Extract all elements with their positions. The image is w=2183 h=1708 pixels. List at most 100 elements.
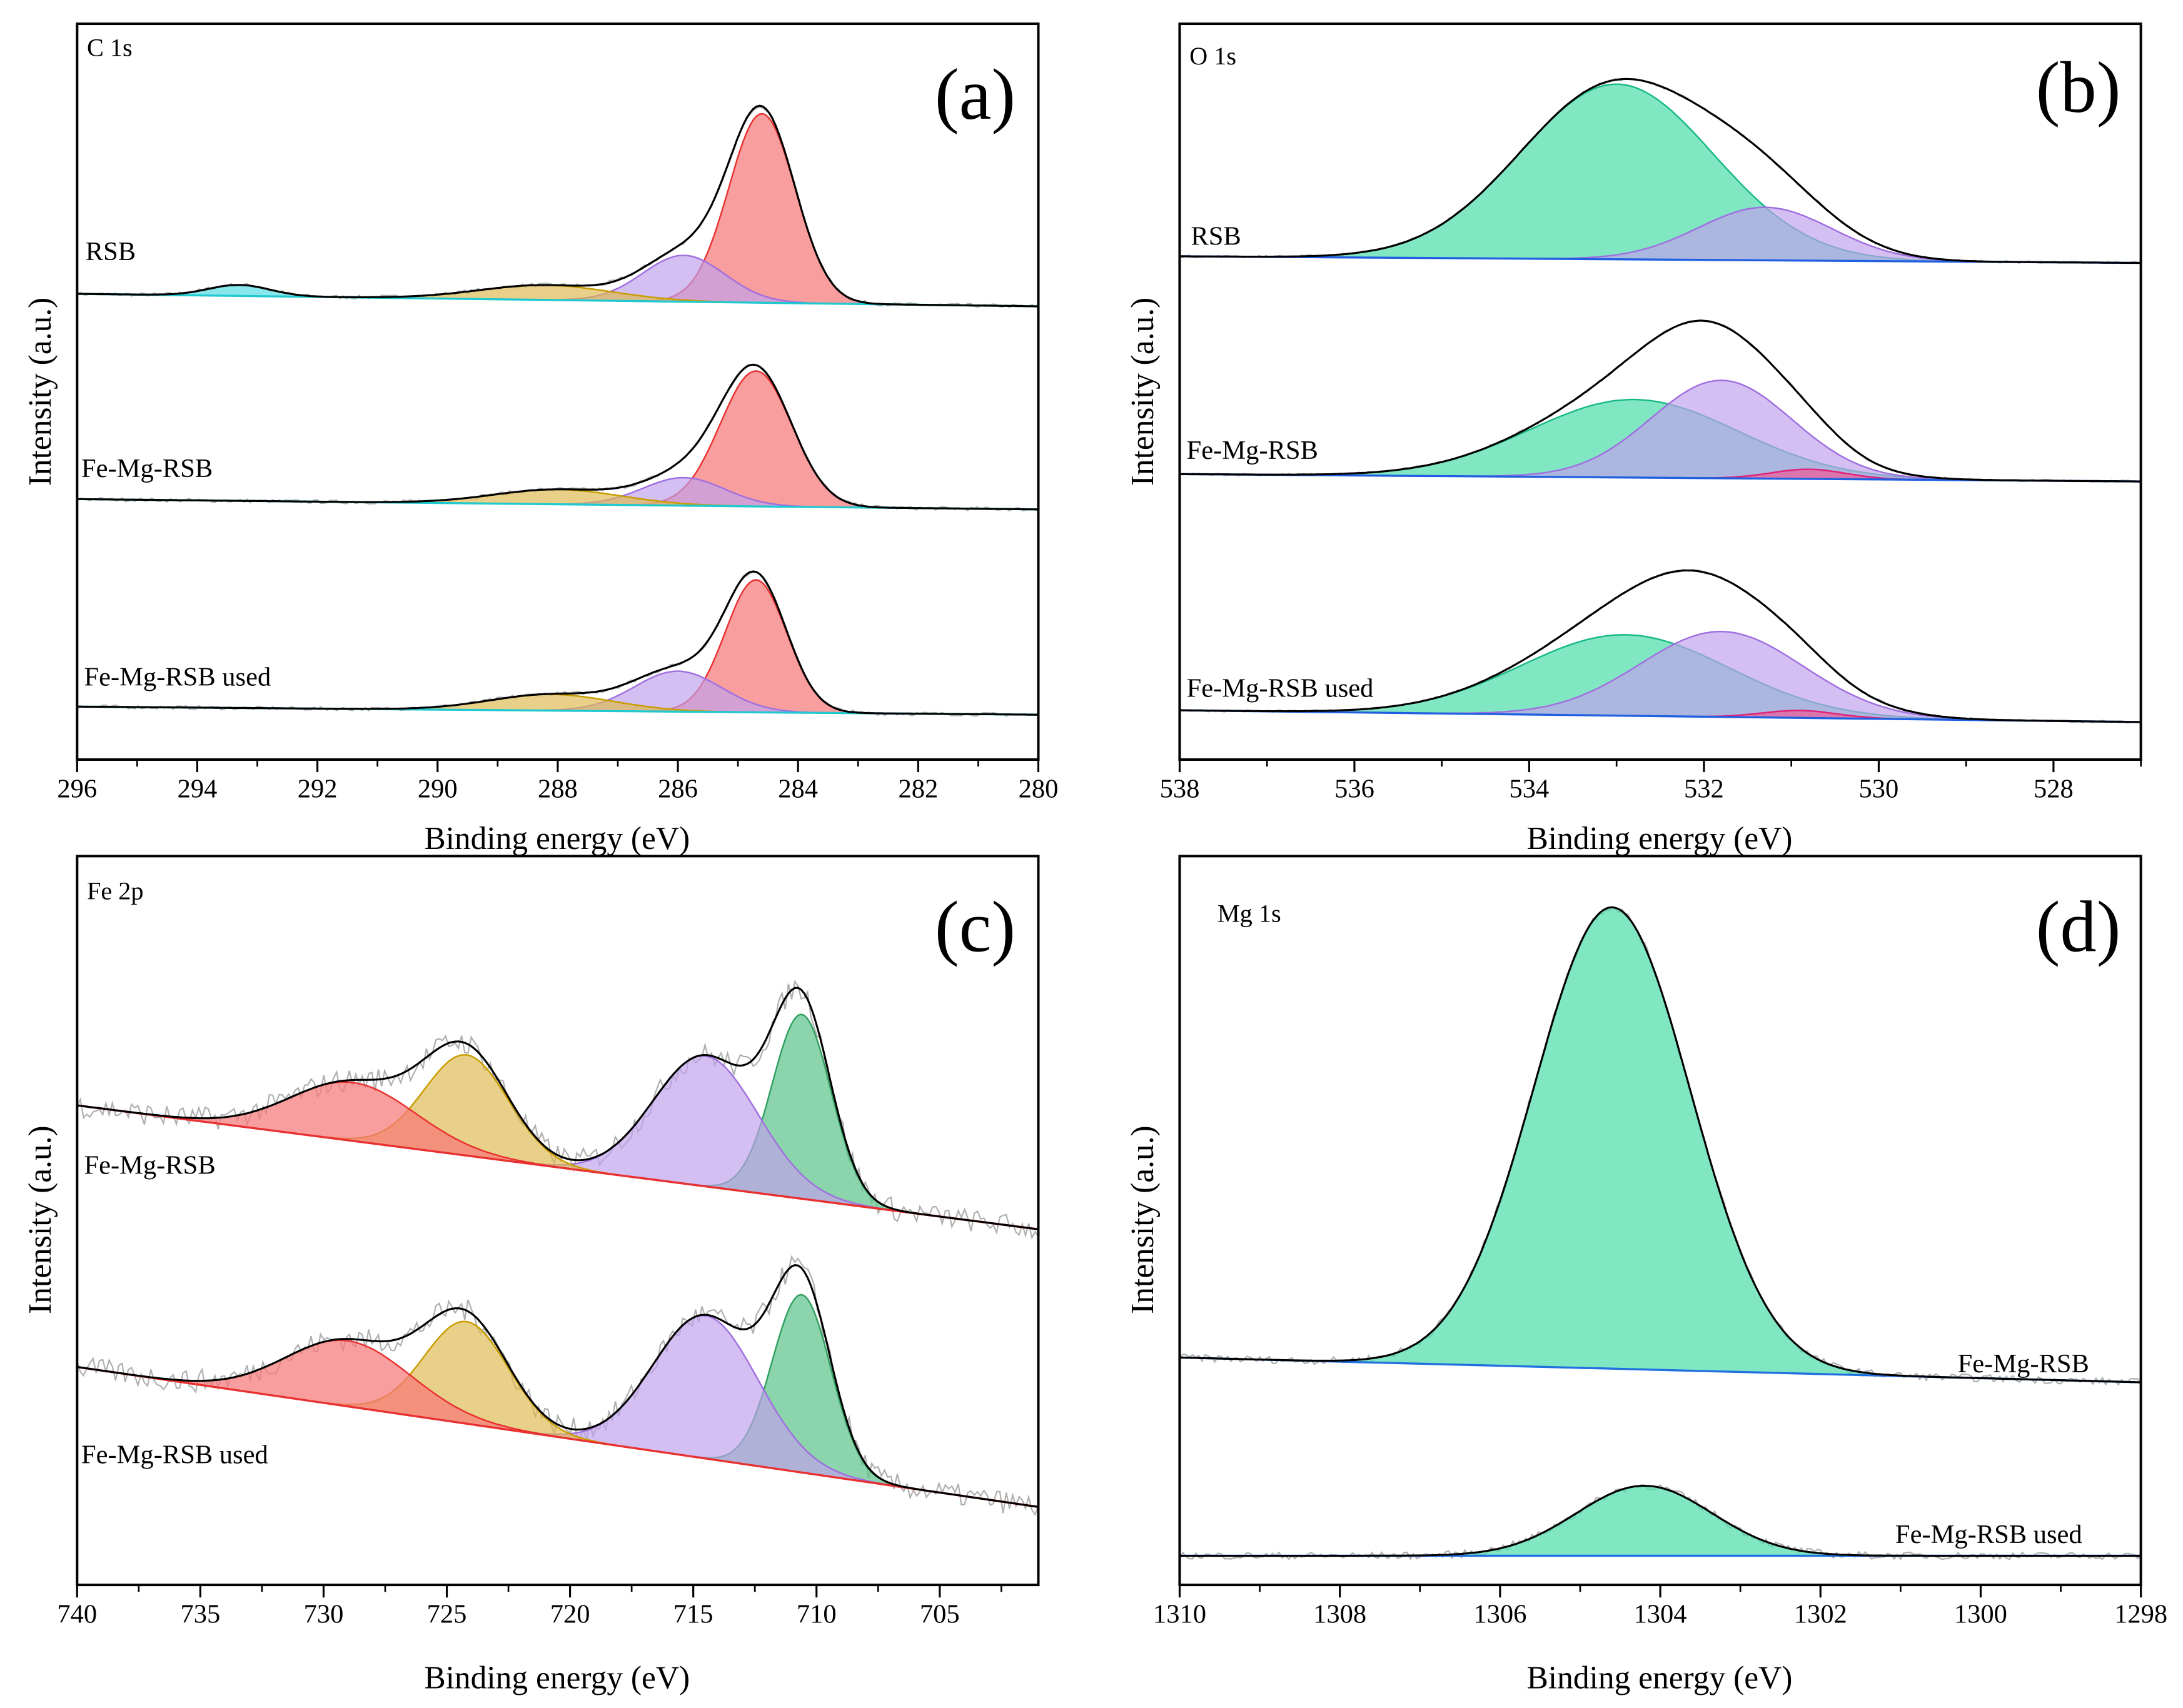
- peak-component-fill: [205, 285, 888, 304]
- peak-component-fill: [455, 671, 901, 714]
- baseline-line: [77, 1365, 1039, 1509]
- sample-series: [77, 1255, 1039, 1516]
- envelope-fit-line: [77, 987, 1039, 1230]
- plot-frame: [76, 23, 1040, 761]
- peak-component-fill: [593, 113, 933, 305]
- panel-a-title: C 1s: [87, 34, 133, 62]
- panel-b-sample-label: Fe-Mg-RSB: [1187, 436, 1318, 465]
- peak-component-fill: [1301, 631, 2141, 723]
- raw-spectrum-line: [77, 980, 1039, 1240]
- envelope-fit-line: [77, 363, 1039, 511]
- panel-d-mg1s: Mg 1s (d) Fe-Mg-RSB Fe-Mg-RSB used Bindi…: [1125, 855, 2167, 1696]
- sample-series: [1179, 568, 2141, 724]
- x-tick-label: 282: [898, 774, 938, 803]
- x-tick-label: 1306: [1473, 1600, 1526, 1629]
- panel-a-ylabel: Intensity (a.u.): [23, 298, 58, 486]
- panel-d-sample-label: Fe-Mg-RSB: [1958, 1349, 2089, 1379]
- panel-a-sample-label: Fe-Mg-RSB: [81, 454, 213, 483]
- peak-component-fill: [237, 694, 869, 713]
- panel-c-label: (c): [935, 887, 1016, 968]
- panel-c-fe2p: Fe 2p (c) Fe-Mg-RSB Fe-Mg-RSB used Bindi…: [23, 855, 1040, 1696]
- x-tick-label: 735: [181, 1600, 221, 1629]
- peak-component-fill: [77, 1082, 677, 1183]
- peak-component-fill: [599, 580, 914, 714]
- peak-component-fill: [436, 1055, 974, 1221]
- panel-b-label: (b): [2036, 48, 2121, 128]
- sample-series: [77, 104, 1039, 309]
- x-tick-label: 740: [57, 1600, 97, 1629]
- peak-component-fill: [250, 1321, 683, 1455]
- x-tick-label: 536: [1334, 774, 1374, 803]
- panel-b-title: O 1s: [1189, 42, 1236, 70]
- peak-component-fill: [650, 1014, 952, 1218]
- panel-d-xlabel: Binding energy (eV): [1526, 1660, 1792, 1696]
- x-tick-label: 1302: [1794, 1600, 1847, 1629]
- peak-component-fill: [1359, 380, 2087, 481]
- envelope-fit-line: [1179, 78, 2141, 264]
- x-tick-label: 705: [920, 1600, 960, 1629]
- peak-component-fill: [474, 255, 895, 304]
- panel-c-sample-label: Fe-Mg-RSB used: [81, 1440, 268, 1469]
- panel-d-sample-label: Fe-Mg-RSB used: [1895, 1520, 2082, 1549]
- x-tick-label: 286: [658, 774, 698, 803]
- peak-component-fill: [228, 489, 888, 508]
- panel-b-ylabel: Intensity (a.u.): [1125, 298, 1161, 486]
- peak-component-fill: [436, 1315, 974, 1498]
- x-tick-label: 294: [178, 774, 218, 803]
- envelope-fit-line: [1179, 569, 2141, 723]
- sample-series: [77, 363, 1039, 512]
- envelope-fit-line: [77, 104, 1039, 308]
- x-tick-label: 290: [418, 774, 458, 803]
- peak-component-fill: [573, 371, 939, 509]
- peak-component-fill: [1419, 207, 2109, 263]
- sample-series: [77, 980, 1039, 1240]
- x-tick-label: 725: [427, 1600, 467, 1629]
- panel-a-sample-label: Fe-Mg-RSB used: [84, 662, 271, 691]
- plot-area: [77, 980, 1039, 1516]
- envelope-fit-line: [1179, 906, 2141, 1384]
- plot-area: [1179, 905, 2141, 1561]
- plot-area: [77, 104, 1039, 717]
- panel-c-ylabel: Intensity (a.u.): [23, 1125, 58, 1314]
- peak-component-fill: [1618, 469, 2000, 481]
- envelope-fit-line: [1179, 319, 2141, 483]
- x-tick-label: 532: [1684, 774, 1724, 803]
- panel-a-xlabel: Binding energy (eV): [424, 821, 690, 857]
- sample-series: [1179, 1484, 2141, 1561]
- plot-frame: [76, 855, 1040, 1587]
- envelope-fit-line: [1179, 1484, 2141, 1557]
- x-tick-label: 528: [2034, 774, 2074, 803]
- baseline-line: [77, 1104, 1039, 1230]
- peak-component-fill: [474, 478, 895, 508]
- panel-a-label: (a): [935, 54, 1016, 135]
- peak-component-fill: [1291, 1485, 1994, 1556]
- peak-component-fill: [77, 1340, 673, 1454]
- panel-a-sample-label: RSB: [86, 237, 136, 266]
- panel-c-title: Fe 2p: [87, 877, 144, 905]
- panel-d-ylabel: Intensity (a.u.): [1125, 1125, 1161, 1314]
- x-tick-label: 710: [797, 1600, 837, 1629]
- plot-area: [1179, 78, 2141, 724]
- panel-c-sample-label: Fe-Mg-RSB: [84, 1150, 215, 1180]
- x-tick-label: 715: [673, 1600, 713, 1629]
- sample-series: [1179, 78, 2141, 265]
- x-tick-label: 1298: [2114, 1600, 2167, 1629]
- x-tick-label: 530: [1859, 774, 1899, 803]
- x-tick-label: 280: [1019, 774, 1059, 803]
- peak-component-fill: [1179, 84, 2115, 263]
- peak-component-fill: [1609, 710, 1990, 721]
- x-tick-label: 1304: [1634, 1600, 1687, 1629]
- sample-series: [1179, 319, 2141, 483]
- raw-spectrum-line: [77, 106, 1039, 309]
- envelope-fit-line: [77, 570, 1039, 716]
- peak-component-fill: [250, 1055, 683, 1183]
- x-tick-label: 1308: [1313, 1600, 1366, 1629]
- peak-component-fill: [1208, 907, 2016, 1379]
- panel-b-xlabel: Binding energy (eV): [1526, 821, 1792, 857]
- panel-d-title: Mg 1s: [1218, 900, 1281, 928]
- panel-a-c1s: C 1s (a) RSB Fe-Mg-RSB Fe-Mg-RSB used Bi…: [23, 23, 1059, 857]
- x-tick-label: 1310: [1153, 1600, 1206, 1629]
- x-tick-label: 1300: [1954, 1600, 2007, 1629]
- envelope-fit-line: [77, 1263, 1039, 1509]
- sample-series: [1179, 905, 2141, 1386]
